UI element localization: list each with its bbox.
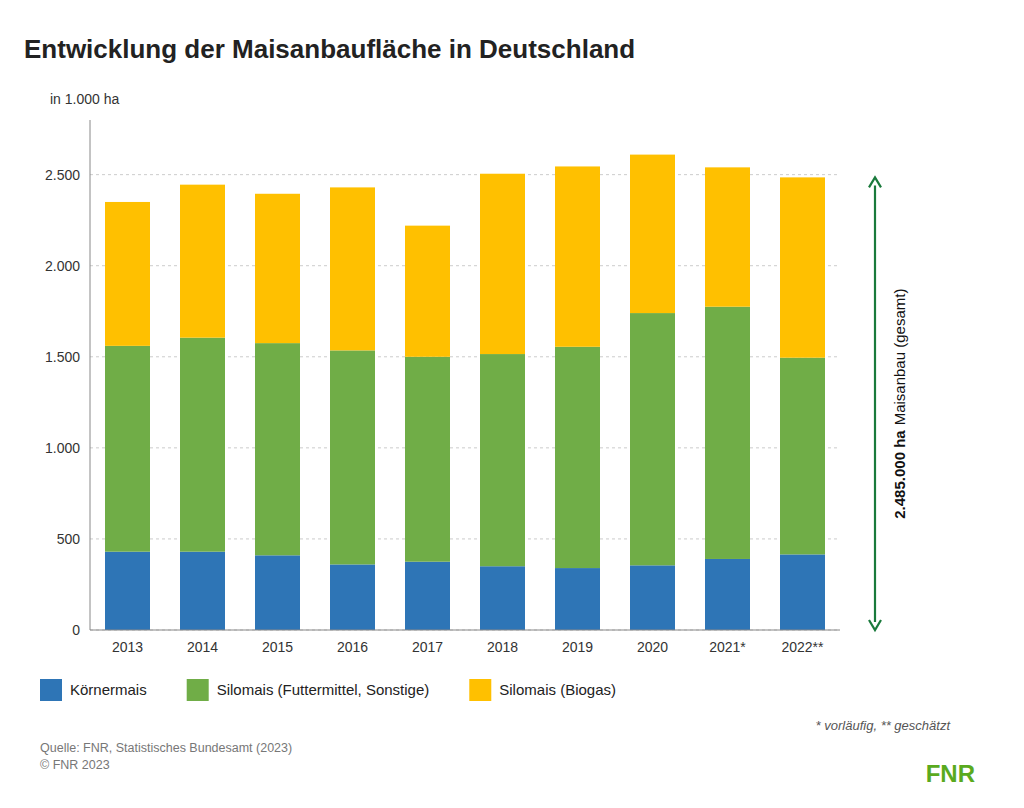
annotation: 2.485.000 ha Maisanbau (gesamt) [891,289,908,519]
y-tick-label: 2.000 [45,258,80,274]
bar-segment [180,552,225,630]
arrow-head [869,620,881,630]
bar-segment [705,559,750,630]
bar-segment [105,346,150,552]
bar-segment [480,174,525,354]
bar-segment [330,350,375,564]
logo: FNR [926,760,975,787]
legend-swatch [187,679,209,701]
x-tick-label: 2015 [262,639,293,655]
x-tick-label: 2020 [637,639,668,655]
bar-segment [555,347,600,568]
bar-segment [480,354,525,566]
annotation-text: Maisanbau (gesamt) [891,289,908,426]
x-tick-label: 2022** [781,639,824,655]
bar-segment [630,313,675,565]
bar-segment [255,343,300,555]
annotation-value: 2.485.000 ha [891,430,908,519]
x-tick-label: 2018 [487,639,518,655]
bar-segment [780,358,825,555]
source: Quelle: FNR, Statistisches Bundesamt (20… [40,741,292,755]
x-tick-label: 2021* [709,639,746,655]
bar-segment [630,565,675,630]
x-tick-label: 2019 [562,639,593,655]
bars [105,155,825,630]
y-tick-label: 1.500 [45,349,80,365]
bar-segment [105,202,150,346]
chart: Entwicklung der Maisanbaufläche in Deuts… [0,0,1024,808]
bar-segment [705,307,750,559]
arrow-head [869,177,881,187]
bar-segment [330,564,375,630]
y-tick-label: 2.500 [45,167,80,183]
bar-segment [555,568,600,630]
x-tick-label: 2017 [412,639,443,655]
legend-swatch [40,679,62,701]
annotation-arrow [874,185,876,622]
y-tick-label: 1.000 [45,440,80,456]
y-axis [90,120,91,630]
y-tick-label: 500 [57,531,81,547]
x-axis [90,630,840,631]
legend-swatch [469,679,491,701]
x-tick-label: 2016 [337,639,368,655]
bar-segment [780,177,825,357]
bar-segment [780,554,825,630]
bar-segment [255,194,300,343]
grid-line [90,630,840,631]
bar-segment [705,167,750,306]
legend-label: Silomais (Futtermittel, Sonstige) [217,681,430,698]
bar-segment [405,357,450,562]
x-tick-label: 2014 [187,639,218,655]
bar-segment [180,338,225,552]
legend-label: Silomais (Biogas) [499,681,616,698]
bar-segment [405,226,450,357]
bar-segment [480,566,525,630]
bar-segment [105,552,150,630]
source: © FNR 2023 [40,758,110,772]
bar-segment [330,187,375,350]
bar-segment [405,562,450,630]
bar-segment [630,155,675,313]
y-tick-label: 0 [72,622,80,638]
bar-segment [255,555,300,630]
bar-segment [180,185,225,338]
footnote: * vorläufig, ** geschätzt [816,718,952,733]
y-label: in 1.000 ha [50,91,119,107]
title: Entwicklung der Maisanbaufläche in Deuts… [24,34,635,64]
x-tick-label: 2013 [112,639,143,655]
bar-segment [555,166,600,346]
legend-label: Körnermais [70,681,147,698]
